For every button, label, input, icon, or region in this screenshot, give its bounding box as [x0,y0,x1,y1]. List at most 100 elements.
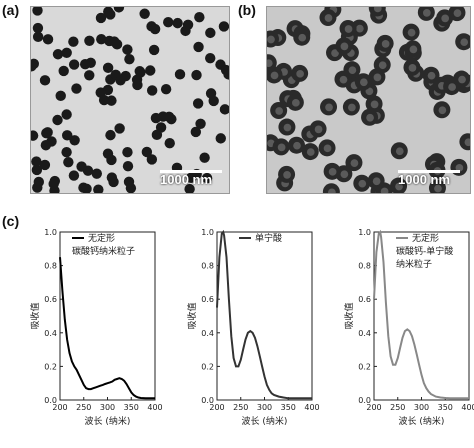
nanoparticle-core [348,103,356,112]
nanoparticle-core [277,143,286,152]
nanoparticle [71,83,82,94]
x-tick-label: 200 [209,403,224,412]
legend-label: 纳米粒子 [396,258,432,270]
x-tick-label: 250 [390,403,405,412]
nanoparticle [190,126,202,138]
nanoparticle-core [460,38,469,47]
nanoparticle-core [331,49,339,57]
nanoparticle [61,146,72,158]
y-tick-label: 1.0 [44,228,57,237]
uv-chart-3-svg: 200 250 300 350 400 0.0 0.2 0.4 0.6 0.8 1.0 波长 (纳米)… [343,228,474,427]
y-axis-label: 吸收值 [29,302,41,329]
nanoparticle [105,129,116,141]
y-tick-label: 0.6 [44,295,57,304]
nanoparticle [155,122,167,133]
panel-label-b: (b) [238,2,256,18]
nanoparticle [220,64,229,76]
x-tick-label: 300 [414,403,429,412]
series-line [373,229,469,400]
nanoparticle-core [267,35,275,44]
nanoparticle [205,88,217,99]
nanoparticle [145,65,156,76]
nanoparticle-core [306,148,315,156]
nanoparticle-core [344,25,353,33]
nanoparticle [322,183,340,193]
nanoparticle [205,52,216,64]
uv-chart-3: 200 250 300 350 400 0.0 0.2 0.4 0.6 0.8 1.0 波长 (纳米)… [314,222,474,448]
nanoparticle [172,17,183,29]
nanoparticle-core [283,123,292,132]
nanoparticle [106,154,117,166]
x-tick-label: 300 [257,403,272,412]
panel-label-c: (c) [2,213,20,229]
series-line [59,257,155,400]
nanoparticle-core [267,59,273,68]
nanoparticle [141,146,153,158]
x-tick-label: 400 [304,403,319,412]
nanoparticle-core [324,14,333,22]
y-tick-label: 0.2 [44,362,57,371]
y-tick-label: 0.2 [358,362,371,371]
nanoparticle [84,35,95,47]
y-tick-label: 1.0 [358,228,371,237]
nanoparticle-core [458,75,466,84]
nanoparticle [123,176,135,188]
x-tick-label: 250 [233,403,248,412]
nanoparticle [69,135,80,146]
nanoparticle [184,183,195,193]
nanoparticle [122,44,133,55]
nanoparticle [157,111,169,122]
nanoparticle [219,104,229,115]
y-tick-label: 0.6 [201,295,214,304]
nanoparticle-core [438,106,447,115]
nanoparticle [194,12,205,23]
nanoparticle-core [340,42,349,51]
x-tick-label: 350 [124,403,139,412]
nanoparticle [32,31,44,43]
nanoparticle [55,90,66,102]
nanoparticle-core [328,167,337,176]
x-tick-label: 200 [52,403,67,412]
nanoparticle-core [340,170,349,179]
x-tick-label: 400 [147,403,162,412]
nanoparticle [174,69,186,80]
nanoparticle [68,170,80,181]
nanoparticle [122,147,133,158]
nanoparticle [61,130,73,141]
y-tick-label: 0.4 [201,329,214,338]
nanoparticle [191,69,202,81]
nanoparticle-core [380,187,389,193]
nanoparticle-core [409,45,418,54]
nanoparticle [193,41,204,53]
nanoparticle [201,172,213,184]
nanoparticle-core [395,182,403,191]
y-axis-label: 吸收值 [343,302,355,329]
legend-label: 无定形 [88,232,115,244]
nanoparticle-core [314,125,323,134]
y-tick-label: 0.6 [358,295,371,304]
nanoparticle [180,25,191,37]
nanoparticle [32,7,43,16]
y-tick-label: 0.0 [201,396,214,405]
nanoparticle-core [464,138,470,147]
nanoparticle [205,27,216,39]
x-tick-label: 350 [438,403,453,412]
nanoparticle [111,39,123,50]
nanoparticle [113,7,125,13]
nanoparticle [39,75,51,86]
nanoparticle-core [323,144,332,153]
nanoparticle [32,182,43,193]
nanoparticle [148,44,160,56]
nanoparticle-core [408,64,417,72]
nanoparticle [114,123,125,134]
nanoparticle-core [359,78,368,87]
nanoparticle [52,114,63,126]
scale-bar-b [398,170,460,173]
nanoparticle [146,85,158,96]
nanoparticle [31,61,37,72]
nanoparticle-core [434,184,442,193]
nanoparticle-core [355,24,364,33]
nanoparticle [218,21,229,32]
x-tick-label: 200 [366,403,381,412]
x-tick-label: 350 [281,403,296,412]
